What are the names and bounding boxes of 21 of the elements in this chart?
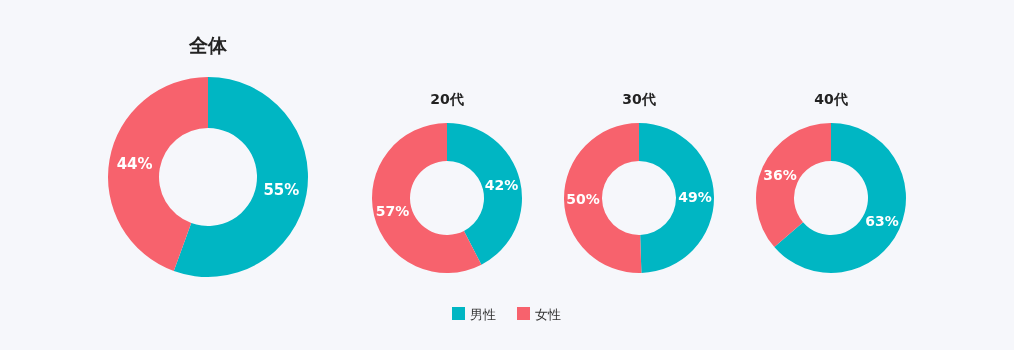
donut-slice — [639, 123, 714, 273]
chart-title: 30代 — [622, 91, 656, 107]
legend-label: 女性 — [535, 307, 561, 322]
data-label: 49% — [678, 189, 712, 206]
chart-title: 40代 — [814, 91, 848, 107]
data-label: 57% — [375, 203, 410, 220]
data-label: 50% — [566, 190, 600, 207]
data-label: 36% — [763, 166, 797, 183]
legend-label: 男性 — [470, 307, 496, 322]
data-label: 42% — [484, 176, 519, 193]
data-label: 44% — [116, 155, 153, 174]
data-label: 63% — [865, 213, 899, 230]
chart-title: 20代 — [430, 91, 464, 107]
data-label: 55% — [263, 180, 300, 199]
donut-slice — [756, 123, 831, 248]
donut-slice — [564, 123, 642, 273]
donut-slice — [372, 123, 482, 273]
donut-slice — [173, 77, 308, 277]
chart-title: 全体 — [188, 34, 228, 56]
donut-slice — [108, 77, 208, 271]
donut-slice — [447, 123, 522, 265]
